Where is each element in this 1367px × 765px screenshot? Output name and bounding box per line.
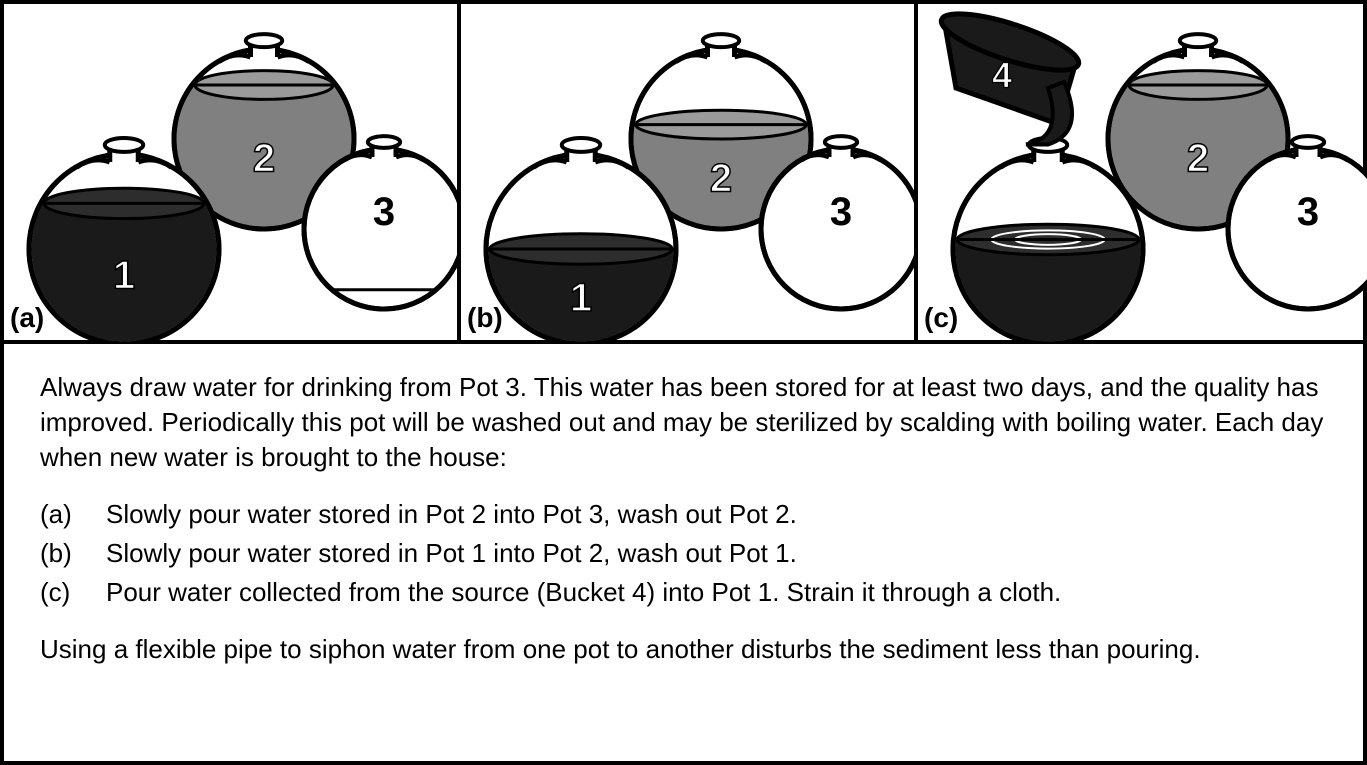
steps-list: (a)Slowly pour water stored in Pot 2 int… <box>40 495 1327 612</box>
panel-svg: 2 3 1 <box>461 4 914 344</box>
svg-text:3: 3 <box>1297 190 1319 234</box>
instructions-area: Always draw water for drinking from Pot … <box>4 344 1363 761</box>
panel-svg: 2 3 4 <box>918 4 1367 344</box>
panel-b: 2 3 1 (b) <box>461 4 918 340</box>
step-label: (b) <box>40 534 106 573</box>
panel-svg: 2 3 1 <box>4 4 457 344</box>
intro-paragraph: Always draw water for drinking from Pot … <box>40 370 1327 475</box>
panel-label: (a) <box>10 302 44 334</box>
step-text: Slowly pour water stored in Pot 2 into P… <box>106 495 797 534</box>
figure-container: 2 3 1 (a) 2 3 1 (b) 2 3 4 (c) Always draw water for… <box>0 0 1367 765</box>
svg-text:3: 3 <box>373 190 395 234</box>
step-item: (a)Slowly pour water stored in Pot 2 int… <box>40 495 1327 534</box>
panel-label: (b) <box>467 302 503 334</box>
svg-text:2: 2 <box>253 137 275 181</box>
step-label: (a) <box>40 495 106 534</box>
svg-text:2: 2 <box>710 156 732 200</box>
step-text: Slowly pour water stored in Pot 1 into P… <box>106 534 797 573</box>
svg-text:1: 1 <box>570 276 592 320</box>
step-text: Pour water collected from the source (Bu… <box>106 573 1061 612</box>
step-label: (c) <box>40 573 106 612</box>
svg-text:1: 1 <box>113 253 135 297</box>
panel-a: 2 3 1 (a) <box>4 4 461 340</box>
panels-row: 2 3 1 (a) 2 3 1 (b) 2 3 4 (c) <box>4 4 1363 344</box>
outro-paragraph: Using a flexible pipe to siphon water fr… <box>40 632 1327 667</box>
panel-c: 2 3 4 (c) <box>918 4 1367 340</box>
svg-text:3: 3 <box>830 190 852 234</box>
step-item: (c)Pour water collected from the source … <box>40 573 1327 612</box>
step-item: (b)Slowly pour water stored in Pot 1 int… <box>40 534 1327 573</box>
svg-text:4: 4 <box>992 55 1012 96</box>
svg-text:2: 2 <box>1187 137 1209 181</box>
panel-label: (c) <box>924 302 958 334</box>
